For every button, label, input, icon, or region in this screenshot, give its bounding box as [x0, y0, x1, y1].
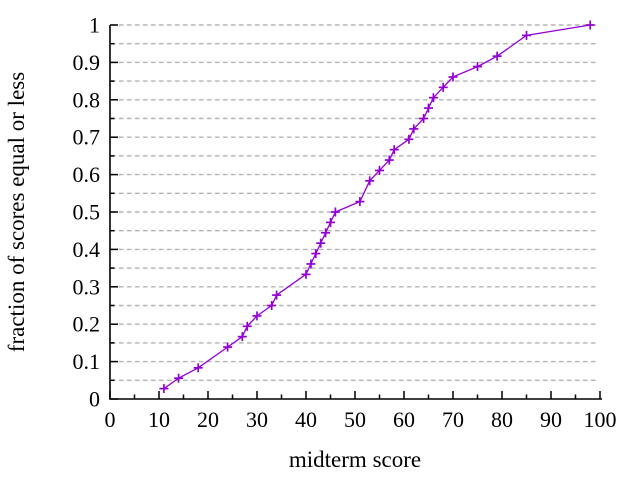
cdf-line: [163, 24, 591, 390]
y-tick-label: 0: [89, 387, 100, 412]
data-point-marker: [419, 114, 429, 123]
data-point-marker: [237, 332, 247, 342]
x-tick-label: 20: [197, 407, 219, 432]
data-point-marker: [267, 301, 277, 310]
y-tick-label: 0.1: [73, 349, 101, 374]
data-point-marker: [585, 20, 595, 30]
data-point-marker: [438, 82, 448, 92]
data-point-marker: [193, 363, 203, 373]
data-point-marker: [375, 165, 384, 175]
data-point-marker: [330, 207, 340, 217]
x-tick-label: 80: [491, 407, 513, 432]
x-tick-label: 90: [540, 407, 562, 432]
y-tick-label: 0.4: [73, 237, 101, 262]
data-point-marker: [311, 249, 321, 259]
data-point-marker: [473, 62, 482, 72]
data-point-marker: [424, 103, 433, 113]
data-point-marker: [428, 93, 438, 103]
x-tick-label: 0: [105, 407, 116, 432]
y-tick-label: 0.5: [73, 200, 101, 225]
data-point-marker: [306, 259, 316, 269]
y-axis-title: fraction of scores equal or less: [4, 72, 29, 352]
series-layer: [159, 20, 595, 394]
y-tick-label: 0.9: [73, 50, 101, 75]
data-point-marker: [448, 72, 458, 82]
axis-layer: 00.10.20.30.40.50.60.70.80.910 10 20 30 40 50…: [73, 13, 617, 433]
data-point-marker: [522, 30, 531, 40]
data-point-marker: [404, 134, 414, 144]
data-point-marker: [384, 155, 394, 165]
y-tick-label: 1: [89, 13, 100, 38]
y-tick-label: 0.7: [73, 125, 101, 150]
x-tick-label: 70: [442, 407, 464, 432]
data-point-marker: [365, 176, 375, 186]
data-point-marker: [355, 197, 365, 207]
x-tick-label: 40: [295, 407, 317, 432]
x-tick-label: 30: [246, 407, 268, 432]
y-tick-label: 0.8: [73, 87, 101, 112]
y-tick-label: 0.3: [73, 274, 101, 299]
data-point-marker: [174, 373, 184, 383]
data-point-marker: [321, 228, 331, 238]
data-point-marker: [316, 238, 326, 248]
x-tick-label: 100: [584, 407, 617, 432]
data-point-marker: [159, 384, 169, 394]
x-tick-label: 50: [344, 407, 366, 432]
y-tick-label: 0.2: [73, 312, 101, 337]
grid-layer: [111, 24, 599, 381]
x-tick-label: 10: [148, 407, 170, 432]
data-point-marker: [301, 269, 311, 279]
data-point-marker: [389, 145, 399, 155]
data-point-marker: [223, 342, 233, 352]
data-point-marker: [326, 217, 335, 227]
y-tick-label: 0.6: [73, 162, 101, 187]
data-point-marker: [492, 51, 502, 61]
data-point-marker: [242, 321, 252, 331]
data-point-marker: [272, 290, 282, 300]
data-point-marker: [409, 124, 419, 134]
data-point-marker: [252, 311, 262, 321]
x-tick-label: 60: [393, 407, 415, 432]
x-axis-title: midterm score: [289, 447, 421, 472]
